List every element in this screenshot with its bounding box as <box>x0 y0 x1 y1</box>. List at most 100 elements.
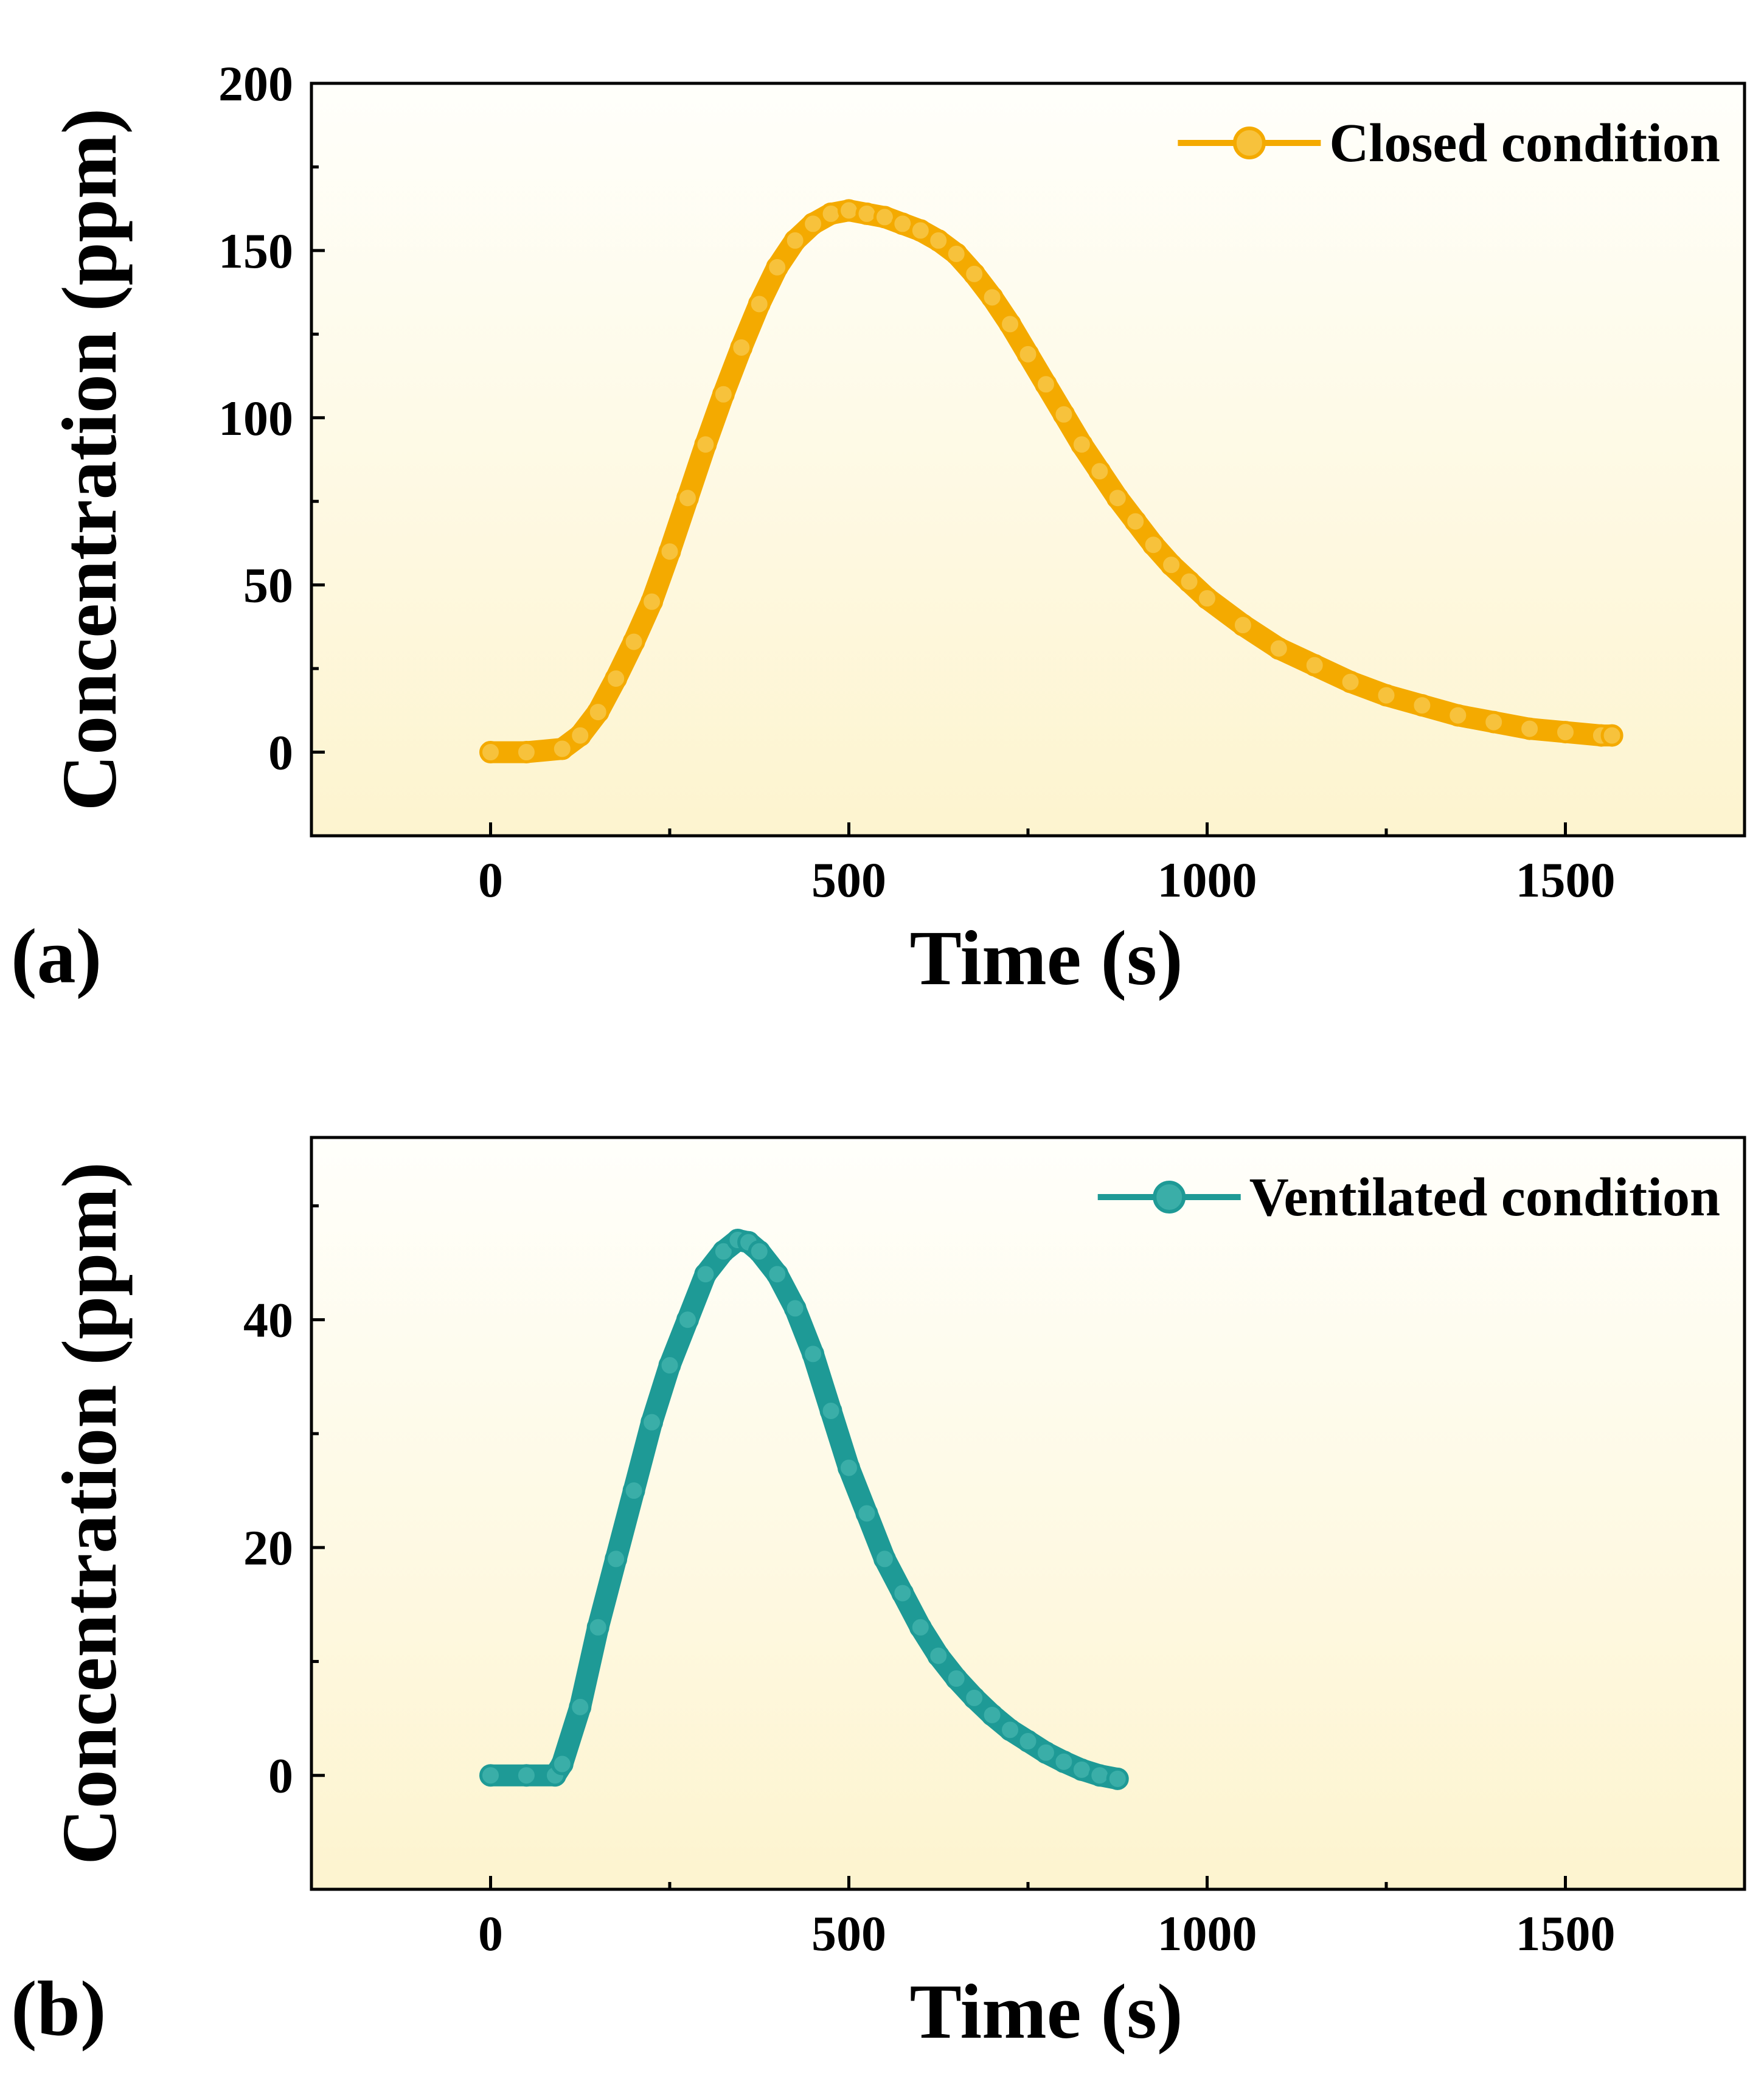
data-point <box>1160 554 1183 577</box>
data-point <box>855 202 878 225</box>
x-tick-label: 0 <box>478 852 503 908</box>
data-point <box>1034 1741 1057 1764</box>
y-tick-label: 20 <box>243 1520 293 1575</box>
legend-label: Closed condition <box>1329 113 1720 173</box>
data-point <box>694 1263 717 1286</box>
data-point <box>766 255 789 279</box>
data-point <box>981 286 1004 309</box>
x-axis-title: Time (s) <box>909 1968 1182 2055</box>
data-point <box>1446 704 1470 727</box>
legend-marker <box>1153 1181 1186 1214</box>
x-tick-label: 0 <box>478 1906 503 1961</box>
data-point <box>963 262 986 285</box>
data-point <box>550 737 574 760</box>
data-point <box>802 1342 825 1366</box>
plot-background <box>311 83 1745 836</box>
data-point <box>909 219 932 242</box>
data-point <box>963 1686 986 1709</box>
data-point <box>1106 487 1129 510</box>
data-point <box>515 1764 538 1787</box>
data-point <box>783 1297 807 1320</box>
data-point <box>1482 710 1505 734</box>
data-point <box>569 724 592 747</box>
data-point <box>802 212 825 235</box>
data-point <box>515 741 538 764</box>
x-tick-label: 1000 <box>1158 852 1257 908</box>
x-tick-label: 1000 <box>1158 1906 1257 1961</box>
data-point <box>712 1240 735 1263</box>
data-point <box>641 1411 664 1434</box>
data-point <box>945 1667 968 1690</box>
data-point <box>838 1456 860 1479</box>
data-point <box>1518 717 1541 740</box>
data-point <box>622 630 645 653</box>
x-tick-label: 500 <box>811 1906 886 1961</box>
data-point <box>641 590 664 613</box>
data-point <box>658 540 681 563</box>
y-axis-title: Concentration (ppm) <box>46 1162 133 1865</box>
data-point <box>873 1547 896 1571</box>
panel-label: (a) <box>11 913 102 999</box>
data-point <box>569 1695 592 1718</box>
data-point <box>748 1240 771 1263</box>
data-point <box>927 229 950 252</box>
data-point <box>622 1479 645 1502</box>
data-point <box>605 1547 628 1571</box>
data-point <box>1339 670 1362 693</box>
data-point <box>999 313 1022 336</box>
data-point <box>586 701 609 724</box>
data-point <box>1052 1750 1075 1773</box>
data-point <box>838 199 860 222</box>
data-point <box>766 1263 789 1286</box>
data-point <box>1034 373 1057 396</box>
data-point <box>730 336 753 359</box>
data-point <box>1070 433 1093 456</box>
data-point <box>1411 694 1434 717</box>
data-point <box>1303 654 1326 677</box>
y-axis-title: Concentration (ppm) <box>46 108 133 811</box>
data-point <box>1231 614 1254 637</box>
data-point <box>1600 724 1623 747</box>
data-point <box>1554 721 1577 744</box>
data-point <box>945 242 968 265</box>
data-point <box>783 229 807 252</box>
data-point <box>1052 403 1075 426</box>
data-point <box>1375 684 1398 707</box>
y-tick-label: 0 <box>268 725 293 780</box>
y-tick-label: 0 <box>268 1748 293 1804</box>
data-point <box>479 741 502 764</box>
data-point <box>712 383 735 406</box>
data-point <box>1196 587 1218 610</box>
data-point <box>819 1399 842 1422</box>
data-point <box>1106 1767 1129 1790</box>
y-tick-label: 50 <box>243 558 293 613</box>
x-tick-label: 1500 <box>1516 852 1616 908</box>
y-tick-label: 100 <box>218 391 293 446</box>
data-point <box>819 202 842 225</box>
data-point <box>1088 1764 1111 1787</box>
data-point <box>855 1502 878 1525</box>
data-point <box>1016 1730 1040 1753</box>
data-point <box>999 1718 1022 1741</box>
panel-b: 0 500 1000 1500 0 20 40 Time (s) Concentration (… <box>11 1136 1746 2055</box>
data-point <box>1267 637 1290 660</box>
panel-a: 0 500 1000 1500 0 50 100 150 200 Time (s) Concentr… <box>11 56 1746 1001</box>
y-tick-label: 40 <box>243 1293 293 1348</box>
x-tick-label: 500 <box>811 852 886 908</box>
data-point <box>676 487 699 510</box>
data-point <box>605 667 628 690</box>
x-tick-label: 1500 <box>1516 1906 1616 1961</box>
data-point <box>1016 342 1040 366</box>
data-point <box>694 433 717 456</box>
data-point <box>748 293 771 316</box>
legend-marker <box>1232 127 1266 159</box>
data-point <box>891 1582 914 1605</box>
data-point <box>927 1644 950 1667</box>
data-point <box>1088 460 1111 483</box>
y-tick-label: 200 <box>218 56 293 111</box>
data-point <box>1178 570 1201 593</box>
data-point <box>676 1308 699 1332</box>
data-point <box>909 1616 932 1639</box>
data-point <box>658 1354 681 1377</box>
